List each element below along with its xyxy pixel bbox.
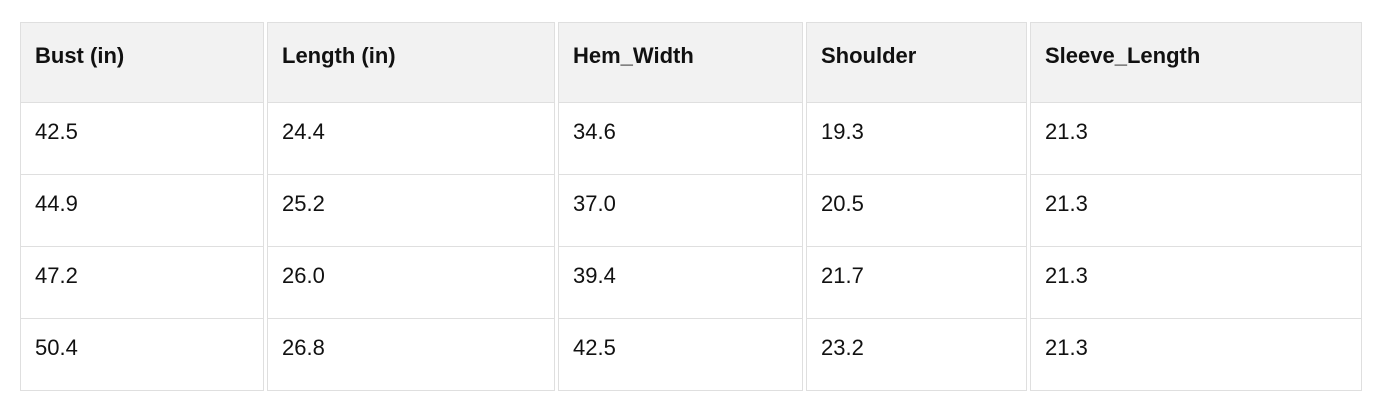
measurements-table: Bust (in) Length (in) Hem_Width Shoulder Sle…	[17, 22, 1365, 391]
table-cell: 26.0	[267, 247, 555, 319]
column-header: Shoulder	[806, 22, 1027, 103]
table-row: 47.2 26.0 39.4 21.7 21.3	[20, 247, 1362, 319]
table-cell: 21.3	[1030, 175, 1362, 247]
table-row: 42.5 24.4 34.6 19.3 21.3	[20, 103, 1362, 175]
table-cell: 50.4	[20, 319, 264, 391]
table-row: 50.4 26.8 42.5 23.2 21.3	[20, 319, 1362, 391]
table-cell: 42.5	[558, 319, 803, 391]
table-cell: 42.5	[20, 103, 264, 175]
table-cell: 34.6	[558, 103, 803, 175]
column-header: Bust (in)	[20, 22, 264, 103]
table-cell: 47.2	[20, 247, 264, 319]
column-header: Length (in)	[267, 22, 555, 103]
column-header: Hem_Width	[558, 22, 803, 103]
table-cell: 25.2	[267, 175, 555, 247]
table-cell: 37.0	[558, 175, 803, 247]
table-row: 44.9 25.2 37.0 20.5 21.3	[20, 175, 1362, 247]
table-cell: 39.4	[558, 247, 803, 319]
table-cell: 24.4	[267, 103, 555, 175]
table-cell: 19.3	[806, 103, 1027, 175]
table-cell: 21.3	[1030, 103, 1362, 175]
column-header: Sleeve_Length	[1030, 22, 1362, 103]
table-cell: 44.9	[20, 175, 264, 247]
table-cell: 23.2	[806, 319, 1027, 391]
table-cell: 21.3	[1030, 319, 1362, 391]
table-cell: 21.7	[806, 247, 1027, 319]
table-header-row: Bust (in) Length (in) Hem_Width Shoulder Sle…	[20, 22, 1362, 103]
table-cell: 26.8	[267, 319, 555, 391]
table-cell: 21.3	[1030, 247, 1362, 319]
table-cell: 20.5	[806, 175, 1027, 247]
